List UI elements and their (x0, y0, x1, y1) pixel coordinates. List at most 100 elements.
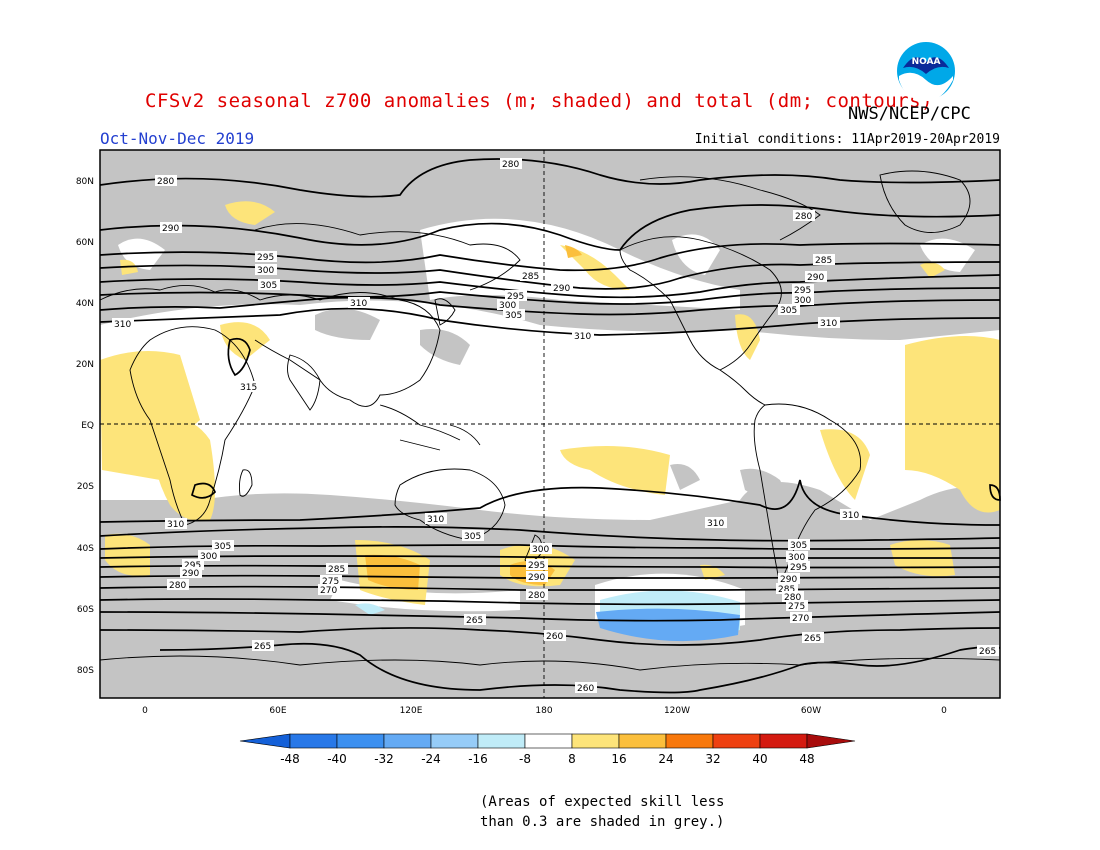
svg-text:285: 285 (522, 272, 539, 282)
contour-label: 260 (575, 682, 597, 694)
svg-text:260: 260 (546, 632, 563, 642)
lon-label: 120W (664, 706, 690, 716)
svg-text:265: 265 (254, 642, 271, 652)
svg-text:310: 310 (842, 511, 859, 521)
svg-text:310: 310 (707, 519, 724, 529)
contour-label: 290 (778, 573, 800, 585)
contour-label: 290 (526, 571, 548, 583)
contour-label: 270 (790, 612, 812, 624)
svg-text:285: 285 (815, 256, 832, 266)
contour-label: 305 (258, 279, 280, 291)
negative-anomaly-mid (596, 608, 740, 642)
colorbar-label: 16 (611, 752, 626, 766)
svg-text:295: 295 (507, 292, 524, 302)
contour-label: 310 (840, 509, 862, 521)
colorbar-label: -8 (519, 752, 531, 766)
lat-label: 40S (77, 544, 94, 554)
noaa-logo: NOAA (896, 41, 956, 102)
contour-label: 310 (425, 513, 447, 525)
lat-label: 80S (77, 666, 94, 676)
contour-label: 295 (505, 290, 527, 302)
contour-label: 310 (165, 518, 187, 530)
colorbar-swatch (477, 733, 526, 749)
colorbar-label: -16 (468, 752, 488, 766)
svg-text:265: 265 (979, 647, 996, 657)
contour-label: 315 (238, 381, 260, 393)
contour-label: 300 (255, 264, 277, 276)
svg-text:290: 290 (807, 273, 824, 283)
svg-text:300: 300 (532, 545, 549, 555)
colorbar-label: -40 (327, 752, 347, 766)
colorbar-label: -24 (421, 752, 441, 766)
svg-text:310: 310 (114, 320, 131, 330)
contour-label: 290 (160, 222, 182, 234)
svg-text:280: 280 (784, 593, 801, 603)
contour-label: 295 (792, 284, 814, 296)
svg-text:300: 300 (499, 301, 516, 311)
contour-label: 300 (786, 551, 808, 563)
colorbar-swatch (289, 733, 338, 749)
contour-labels: 280 280 290 280 295 300 305 310 310 285 … (112, 158, 999, 694)
lat-label: 60S (77, 605, 94, 615)
svg-text:295: 295 (257, 253, 274, 263)
lon-label: 0 (941, 706, 947, 716)
lat-label: 60N (76, 238, 94, 248)
colorbar-label: 40 (752, 752, 767, 766)
svg-text:290: 290 (553, 284, 570, 294)
colorbar-swatch (712, 733, 761, 749)
svg-text:305: 305 (505, 311, 522, 321)
svg-text:315: 315 (240, 383, 257, 393)
colorbar-label: 24 (658, 752, 673, 766)
agency-label: NWS/NCEP/CPC (848, 104, 971, 124)
contour-label: 300 (792, 294, 814, 306)
season-label: Oct-Nov-Dec 2019 (100, 129, 255, 148)
contour-label: 305 (212, 540, 234, 552)
contour-label: 310 (348, 297, 370, 309)
colorbar-label: -48 (280, 752, 300, 766)
lat-label: 20S (77, 482, 94, 492)
svg-text:305: 305 (790, 541, 807, 551)
svg-text:310: 310 (167, 520, 184, 530)
contour-label: 300 (530, 543, 552, 555)
contour-label: 265 (977, 645, 999, 657)
footnote-line-1: (Areas of expected skill less (480, 794, 725, 810)
lon-label: 180 (535, 706, 552, 716)
svg-text:310: 310 (427, 515, 444, 525)
svg-text:300: 300 (200, 552, 217, 562)
svg-text:305: 305 (780, 306, 797, 316)
contour-label: 285 (326, 563, 348, 575)
svg-text:280: 280 (157, 177, 174, 187)
colorbar-swatch (618, 733, 667, 749)
svg-text:290: 290 (780, 575, 797, 585)
svg-text:285: 285 (778, 585, 795, 595)
svg-text:265: 265 (466, 616, 483, 626)
contour-label: 285 (520, 270, 542, 282)
svg-text:310: 310 (574, 332, 591, 342)
colorbar-swatch (524, 733, 573, 749)
lat-label: 40N (76, 299, 94, 309)
svg-text:295: 295 (184, 561, 201, 571)
contour-label: 310 (112, 318, 134, 330)
svg-text:300: 300 (794, 296, 811, 306)
svg-text:265: 265 (804, 634, 821, 644)
colorbar-swatch (759, 733, 808, 749)
svg-text:295: 295 (790, 563, 807, 573)
colorbar-swatch (571, 733, 620, 749)
contour-label: 295 (788, 561, 810, 573)
contour-label: 280 (155, 175, 177, 187)
contour-label: 265 (464, 614, 486, 626)
contour-label: 270 (318, 584, 340, 596)
contour-label: 295 (255, 251, 277, 263)
contour-label: 305 (462, 530, 484, 542)
lon-label: 0 (142, 706, 148, 716)
svg-text:260: 260 (577, 684, 594, 694)
map-title: CFSv2 seasonal z700 anomalies (m; shaded… (145, 90, 933, 112)
colorbar-label: 48 (799, 752, 814, 766)
contour-label: 305 (778, 304, 800, 316)
svg-text:310: 310 (350, 299, 367, 309)
colorbar-label: -32 (374, 752, 394, 766)
svg-text:290: 290 (182, 569, 199, 579)
svg-text:275: 275 (788, 602, 805, 612)
svg-text:285: 285 (328, 565, 345, 575)
